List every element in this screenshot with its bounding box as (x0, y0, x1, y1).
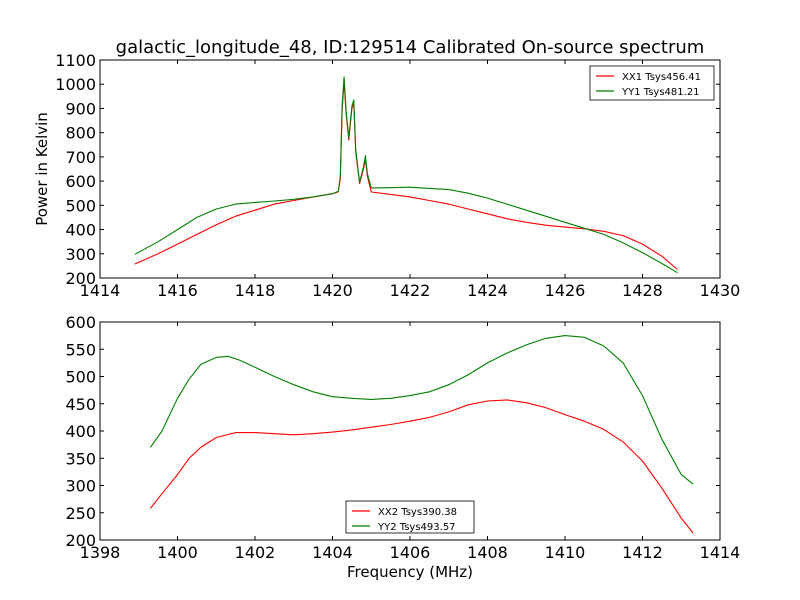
legend-label: XX1 Tsys456.41 (622, 72, 701, 83)
upper-panel: 1414 1416 1418 1420 1422 1424 1426 1428 1430 200 3… (33, 51, 740, 300)
y-tick-label: 1000 (55, 75, 96, 94)
series-line-2-2 (149, 335, 694, 485)
y-tick-label: 500 (65, 368, 96, 387)
legend: XX1 Tsys456.41 YY1 Tsys481.21 (589, 65, 715, 101)
legend-label: XX2 Tsys390.38 (378, 507, 457, 518)
x-tick-label: 1426 (545, 281, 586, 300)
x-tick-label: 1408 (467, 543, 508, 562)
legend-box (589, 65, 715, 101)
y-tick-label: 400 (65, 422, 96, 441)
y-tick-label: 200 (65, 269, 96, 288)
legend: XX2 Tsys390.38 YY2 Tsys493.57 (345, 500, 475, 534)
y-tick-label: 350 (65, 449, 96, 468)
x-tick-label: 1414 (80, 281, 121, 300)
y-tick-label: 200 (65, 531, 96, 550)
series-line-1-2 (134, 76, 678, 274)
x-tick-label: 1416 (157, 281, 198, 300)
y-tick-label: 300 (65, 477, 96, 496)
x-tick-label: 1404 (312, 543, 353, 562)
x-tick-label: 1402 (235, 543, 276, 562)
y-tick-label: 800 (65, 124, 96, 143)
x-tick-label: 1398 (80, 543, 121, 562)
x-tick-label: 1430 (700, 281, 741, 300)
x-axis-label: Frequency (MHz) (347, 563, 473, 581)
y-tick-label: 700 (65, 148, 96, 167)
x-tick-label: 1400 (157, 543, 198, 562)
legend-box (345, 500, 475, 534)
y-tick-label: 250 (65, 504, 96, 523)
y-tick-label: 450 (65, 395, 96, 414)
x-tick-label: 1406 (390, 543, 431, 562)
y-tick-label: 900 (65, 99, 96, 118)
y-tick-label: 500 (65, 196, 96, 215)
x-tick-label: 1414 (700, 543, 741, 562)
series-line-2-1 (149, 399, 694, 534)
legend-label: YY1 Tsys481.21 (621, 87, 700, 98)
x-tick-label: 1420 (312, 281, 353, 300)
legend-label: YY2 Tsys493.57 (377, 522, 456, 533)
x-tick-label: 1412 (622, 543, 663, 562)
y-tick-label: 600 (65, 172, 96, 191)
y-tick-label: 600 (65, 313, 96, 332)
series-line-1-1 (134, 81, 678, 270)
lower-panel: 1398 1400 1402 1404 1406 1408 1410 1412 1414 200 2… (65, 313, 740, 562)
x-tick-label: 1410 (545, 543, 586, 562)
x-tick-label: 1428 (622, 281, 663, 300)
chart-title: galactic_longitude_48, ID:129514 Calibra… (116, 37, 705, 58)
y-tick-label: 1100 (55, 51, 96, 70)
x-tick-label: 1424 (467, 281, 508, 300)
y-axis-label: Power in Kelvin (33, 112, 51, 226)
y-tick-label: 400 (65, 221, 96, 240)
x-tick-label: 1422 (390, 281, 431, 300)
y-tick-label: 300 (65, 245, 96, 264)
x-tick-label: 1418 (235, 281, 276, 300)
y-tick-label: 550 (65, 340, 96, 359)
